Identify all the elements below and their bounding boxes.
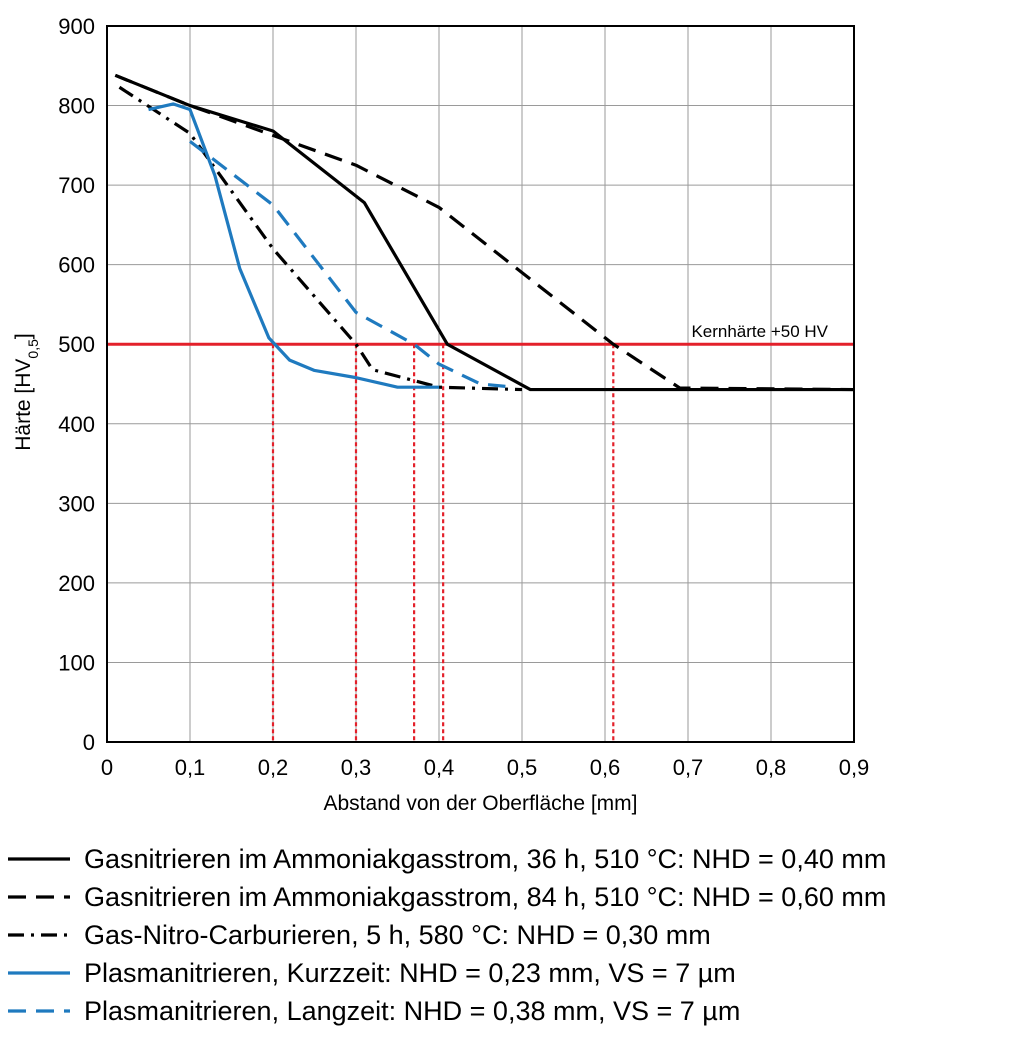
x-tick-label: 0,2 <box>258 755 289 780</box>
legend-swatch-1 <box>8 895 70 899</box>
legend: Gasnitrieren im Ammoniakgasstrom, 36 h, … <box>6 840 886 1030</box>
legend-item-3: Plasmanitrieren, Kurzzeit: NHD = 0,23 mm… <box>6 954 886 992</box>
legend-item-2: Gas-Nitro-Carburieren, 5 h, 580 °C: NHD … <box>6 916 886 954</box>
y-tick-label: 600 <box>58 253 95 278</box>
grid <box>106 25 855 743</box>
legend-swatch-3 <box>8 971 70 975</box>
y-axis-title: Härte [HV0,5] <box>12 333 41 451</box>
x-tick-label: 0,8 <box>756 755 787 780</box>
y-tick-label: 300 <box>58 491 95 516</box>
x-tick-label: 0,4 <box>424 755 455 780</box>
legend-label-3: Plasmanitrieren, Kurzzeit: NHD = 0,23 mm… <box>84 957 736 988</box>
y-tick-label: 100 <box>58 650 95 675</box>
x-tick-label: 0,1 <box>175 755 206 780</box>
hardness-chart: 0 0,1 0,2 0,3 0,4 0,5 0,6 0,7 0,8 0,9 0 100 200 300 4… <box>12 14 869 815</box>
legend-item-1: Gasnitrieren im Ammoniakgasstrom, 84 h, … <box>6 878 886 916</box>
plot-frame <box>106 25 855 743</box>
x-axis-ticks: 0 0,1 0,2 0,3 0,4 0,5 0,6 0,7 0,8 0,9 <box>101 755 869 780</box>
y-tick-label: 900 <box>58 14 95 39</box>
series-line-1 <box>114 73 855 392</box>
legend-label-2: Gas-Nitro-Carburieren, 5 h, 580 °C: NHD … <box>84 919 711 950</box>
x-tick-label: 0 <box>101 755 113 780</box>
y-axis-title-main: Härte [HV <box>12 359 35 451</box>
y-tick-label: 700 <box>58 173 95 198</box>
y-tick-label: 0 <box>83 730 95 755</box>
y-axis-ticks: 0 100 200 300 400 500 600 700 800 900 <box>58 14 95 755</box>
x-axis-title: Abstand von der Oberfläche [mm] <box>324 792 638 815</box>
y-axis-title-end: ] <box>12 333 35 339</box>
x-tick-label: 0,5 <box>507 755 538 780</box>
legend-swatch-4 <box>8 1009 70 1013</box>
x-tick-label: 0,6 <box>590 755 621 780</box>
reference-line-label: Kernhärte +50 HV <box>691 322 828 341</box>
legend-item-4: Plasmanitrieren, Langzeit: NHD = 0,38 mm… <box>6 992 886 1030</box>
series-lines <box>114 73 855 392</box>
y-tick-label: 200 <box>58 571 95 596</box>
y-tick-label: 500 <box>58 332 95 357</box>
series-line-3 <box>148 102 439 389</box>
legend-swatch-2 <box>8 933 70 937</box>
legend-swatch-0 <box>8 857 70 861</box>
legend-item-0: Gasnitrieren im Ammoniakgasstrom, 36 h, … <box>6 840 886 878</box>
x-tick-label: 0,9 <box>839 755 870 780</box>
x-tick-label: 0,7 <box>673 755 704 780</box>
legend-label-4: Plasmanitrieren, Langzeit: NHD = 0,38 mm… <box>84 995 741 1026</box>
legend-label-1: Gasnitrieren im Ammoniakgasstrom, 84 h, … <box>84 881 887 912</box>
series-line-0 <box>114 73 854 392</box>
y-tick-label: 800 <box>58 94 95 119</box>
y-axis-title-subscript: 0,5 <box>25 339 41 359</box>
x-tick-label: 0,3 <box>341 755 372 780</box>
legend-label-0: Gasnitrieren im Ammoniakgasstrom, 36 h, … <box>84 843 887 874</box>
y-tick-label: 400 <box>58 412 95 437</box>
reference-lines <box>107 342 854 742</box>
